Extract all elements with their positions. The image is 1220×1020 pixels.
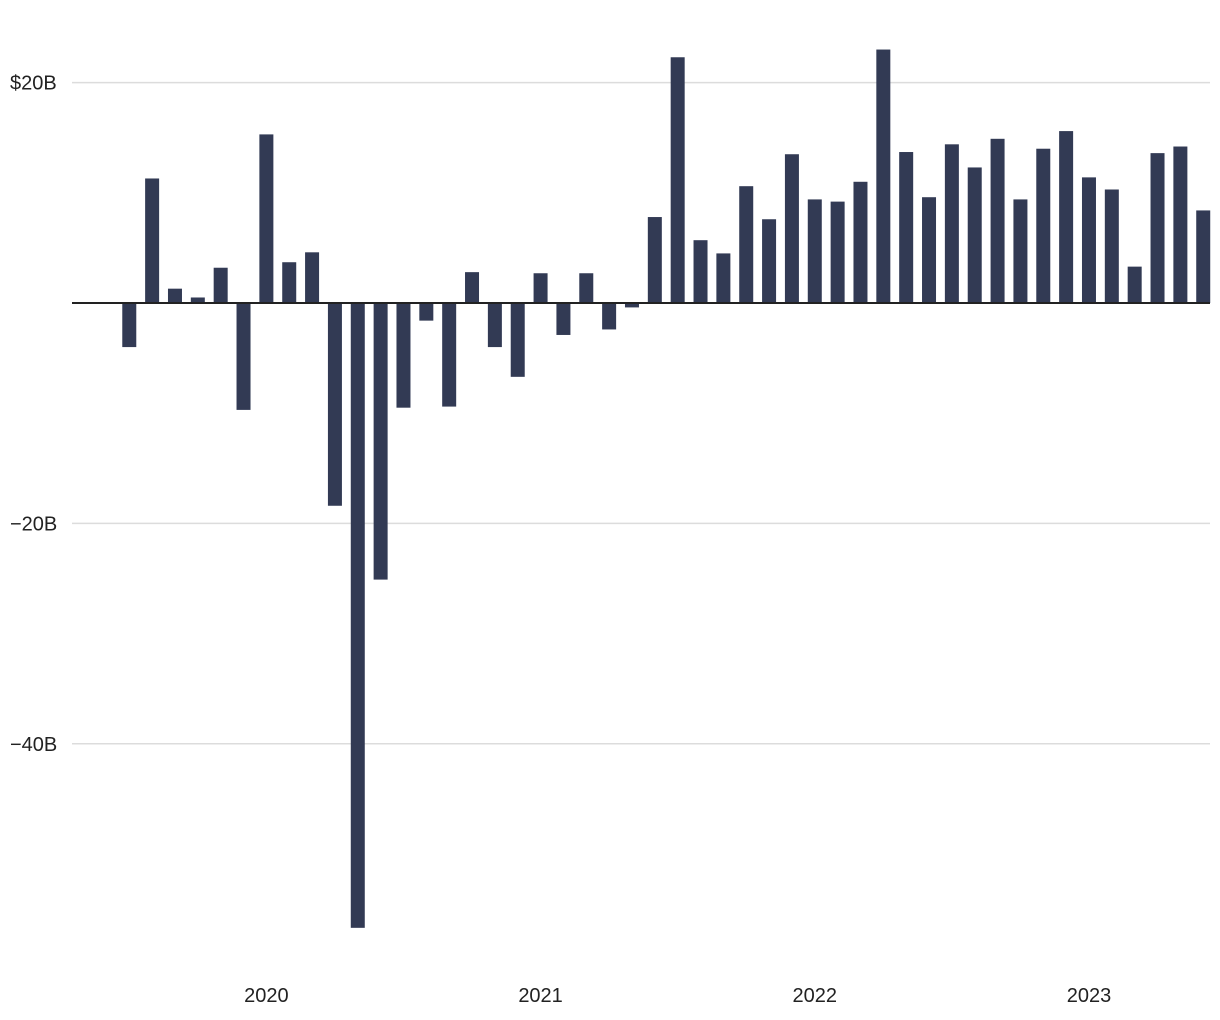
bar-2020-12 (510, 303, 525, 377)
bar-2020-05 (350, 303, 365, 928)
bar-2022-07 (944, 144, 959, 303)
bar-2022-04 (876, 49, 891, 303)
bar-2022-06 (922, 197, 937, 303)
bars (122, 49, 1211, 928)
bar-2020-06 (373, 303, 388, 580)
bar-2020-10 (465, 272, 480, 303)
bar-2019-12 (236, 303, 251, 410)
bar-2021-08 (693, 240, 708, 303)
bar-2021-05 (624, 303, 639, 308)
bar-2023-03 (1127, 266, 1142, 303)
bar-2022-05 (899, 152, 914, 303)
bar-2022-02 (830, 201, 845, 303)
bar-2021-10 (739, 186, 754, 303)
x-tick-label: 2020 (244, 985, 289, 1007)
bar-2019-11 (213, 267, 228, 303)
x-tick-label: 2021 (518, 985, 563, 1007)
x-tick-label: 2022 (793, 985, 838, 1007)
bar-2022-03 (853, 181, 868, 303)
bar-2020-04 (327, 303, 342, 506)
bar-2021-11 (762, 219, 777, 303)
bar-2021-03 (579, 273, 594, 303)
bar-2022-09 (990, 138, 1005, 303)
x-tick-label: 2023 (1067, 985, 1112, 1007)
bar-2021-09 (716, 253, 731, 303)
bar-2022-08 (967, 167, 982, 303)
bar-2021-01 (533, 273, 548, 303)
bar-2021-06 (647, 217, 662, 303)
bar-2022-10 (1013, 199, 1028, 303)
bar-2023-02 (1104, 189, 1119, 303)
bar-2020-07 (396, 303, 411, 408)
bar-2019-10 (190, 297, 205, 303)
bar-2020-03 (305, 252, 320, 303)
bar-2023-04 (1150, 153, 1165, 303)
bar-2023-05 (1173, 146, 1188, 303)
bar-2021-12 (784, 154, 799, 303)
y-tick-label: −20B (10, 513, 57, 535)
bar-2022-11 (1036, 148, 1051, 303)
bar-2020-09 (442, 303, 457, 407)
y-tick-label: $20B (10, 73, 57, 95)
bar-2019-07 (122, 303, 137, 348)
bar-2022-12 (1059, 131, 1074, 303)
bar-2021-07 (670, 57, 685, 304)
bar-2020-11 (487, 303, 502, 348)
bar-2020-01 (259, 134, 274, 303)
bar-2021-02 (556, 303, 571, 335)
bar-2020-08 (419, 303, 434, 321)
bar-2023-06 (1196, 210, 1211, 303)
x-axis-labels: 2020 2021 2022 2023 (244, 985, 1111, 1007)
y-axis-labels: $20B −20B −40B (10, 73, 57, 756)
y-tick-label: −40B (10, 734, 57, 756)
gridlines (72, 81, 1210, 745)
bar-2019-08 (145, 178, 160, 303)
bar-2023-01 (1081, 177, 1096, 303)
bar-2021-04 (602, 303, 617, 330)
bar-2020-02 (282, 262, 297, 303)
bar-2022-01 (807, 199, 822, 303)
bar-2019-09 (167, 288, 182, 303)
